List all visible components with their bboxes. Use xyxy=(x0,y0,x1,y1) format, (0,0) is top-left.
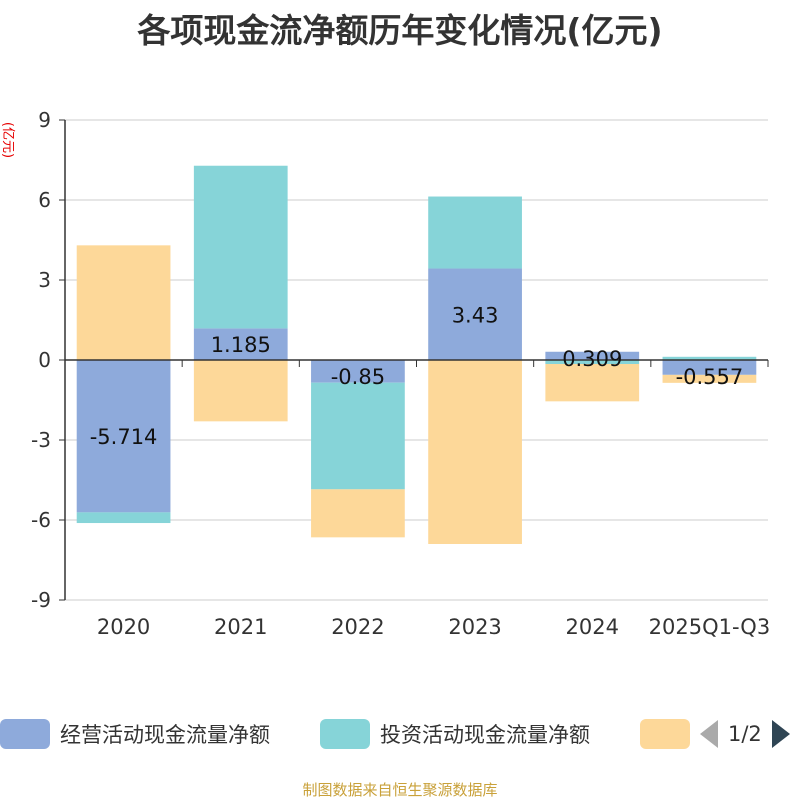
bar-2-2021 xyxy=(193,165,288,329)
bar-1-2024 xyxy=(545,351,640,360)
y-tick-label: 6 xyxy=(38,188,51,212)
bar-1-2022 xyxy=(311,360,405,383)
bar-3-2024 xyxy=(545,364,640,402)
legend-swatch-operating xyxy=(0,719,50,749)
pager-page-text: 1/2 xyxy=(728,722,762,746)
legend-pager: 1/2 xyxy=(700,712,790,756)
bar-2-2025Q1-Q3 xyxy=(662,356,757,360)
x-tick-label-2025Q1-Q3: 2025Q1-Q3 xyxy=(649,615,771,639)
legend-item-financing[interactable] xyxy=(640,712,690,756)
data-label-2024: 0.309 xyxy=(562,347,622,371)
legend-item-investing[interactable]: 投资活动现金流量净额 xyxy=(320,712,590,756)
bar-2-2020 xyxy=(76,512,171,524)
bar-1-2020 xyxy=(76,360,171,513)
data-source: 制图数据来自恒生聚源数据库 xyxy=(302,781,498,799)
bar-2-2023 xyxy=(428,196,522,269)
y-tick-label: 0 xyxy=(38,348,51,372)
bar-1-2021 xyxy=(193,328,288,360)
y-tick-label: -6 xyxy=(31,508,51,532)
bar-3-2022 xyxy=(311,489,405,538)
bar-3-2023 xyxy=(428,360,522,544)
bar-3-2021 xyxy=(193,360,288,422)
pager-prev-icon[interactable] xyxy=(700,720,718,748)
chart-title: 各项现金流净额历年变化情况(亿元) xyxy=(137,11,663,50)
pager-next-icon[interactable] xyxy=(771,720,790,748)
data-label-2025Q1-Q3: -0.557 xyxy=(676,365,744,389)
data-label-2023: 3.43 xyxy=(452,303,499,327)
bar-1-2023 xyxy=(428,268,522,360)
y-axis-label: (亿元) xyxy=(0,122,15,158)
y-tick-label: 9 xyxy=(38,108,51,132)
bar-3-2025Q1-Q3 xyxy=(662,374,757,383)
x-tick-label-2022: 2022 xyxy=(331,615,384,639)
bar-3-2020 xyxy=(76,245,171,360)
legend: 经营活动现金流量净额 投资活动现金流量净额 1/2 xyxy=(0,712,800,756)
bar-1-2025Q1-Q3 xyxy=(662,360,757,375)
x-tick-label-2024: 2024 xyxy=(566,615,619,639)
y-tick-label: 3 xyxy=(38,268,51,292)
x-tick-label-2021: 2021 xyxy=(214,615,267,639)
legend-swatch-financing xyxy=(640,719,690,749)
data-label-2021: 1.185 xyxy=(211,333,271,357)
data-label-2020: -5.714 xyxy=(90,425,158,449)
legend-label-operating: 经营活动现金流量净额 xyxy=(60,723,270,747)
x-tick-label-2020: 2020 xyxy=(97,615,150,639)
y-tick-label: -9 xyxy=(31,588,51,612)
legend-swatch-investing xyxy=(320,719,370,749)
bar-2-2022 xyxy=(311,382,405,490)
data-label-2022: -0.85 xyxy=(331,365,385,389)
legend-label-investing: 投资活动现金流量净额 xyxy=(380,723,590,747)
bar-2-2024 xyxy=(545,360,640,364)
y-tick-label: -3 xyxy=(31,428,51,452)
x-tick-label-2023: 2023 xyxy=(448,615,501,639)
legend-item-operating[interactable]: 经营活动现金流量净额 xyxy=(0,712,270,756)
